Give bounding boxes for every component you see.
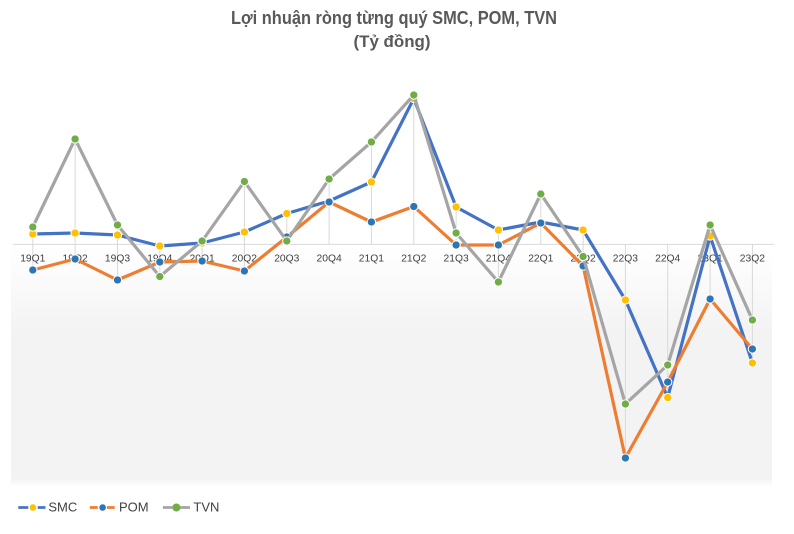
svg-text:19Q3: 19Q3 — [105, 253, 130, 264]
svg-text:22Q3: 22Q3 — [613, 253, 638, 264]
svg-text:20Q3: 20Q3 — [274, 253, 299, 264]
svg-text:22Q4: 22Q4 — [655, 253, 680, 264]
svg-text:POM: POM — [119, 500, 149, 515]
svg-text:21Q4: 21Q4 — [486, 253, 511, 264]
svg-text:22Q1: 22Q1 — [528, 253, 553, 264]
svg-text:21Q1: 21Q1 — [359, 253, 384, 264]
svg-text:21Q3: 21Q3 — [443, 253, 468, 264]
svg-text:20Q2: 20Q2 — [232, 253, 257, 264]
svg-text:SMC: SMC — [48, 500, 77, 515]
svg-text:Lợi nhuận ròng từng quý SMC, P: Lợi nhuận ròng từng quý SMC, POM, TVN — [231, 8, 557, 28]
svg-text:20Q4: 20Q4 — [316, 253, 341, 264]
svg-text:23Q2: 23Q2 — [740, 253, 765, 264]
svg-text:TVN: TVN — [193, 500, 219, 515]
svg-text:(Tỷ đồng): (Tỷ đồng) — [354, 32, 431, 51]
svg-text:23Q1: 23Q1 — [697, 253, 722, 264]
svg-text:21Q2: 21Q2 — [401, 253, 426, 264]
svg-text:19Q1: 19Q1 — [20, 253, 45, 264]
